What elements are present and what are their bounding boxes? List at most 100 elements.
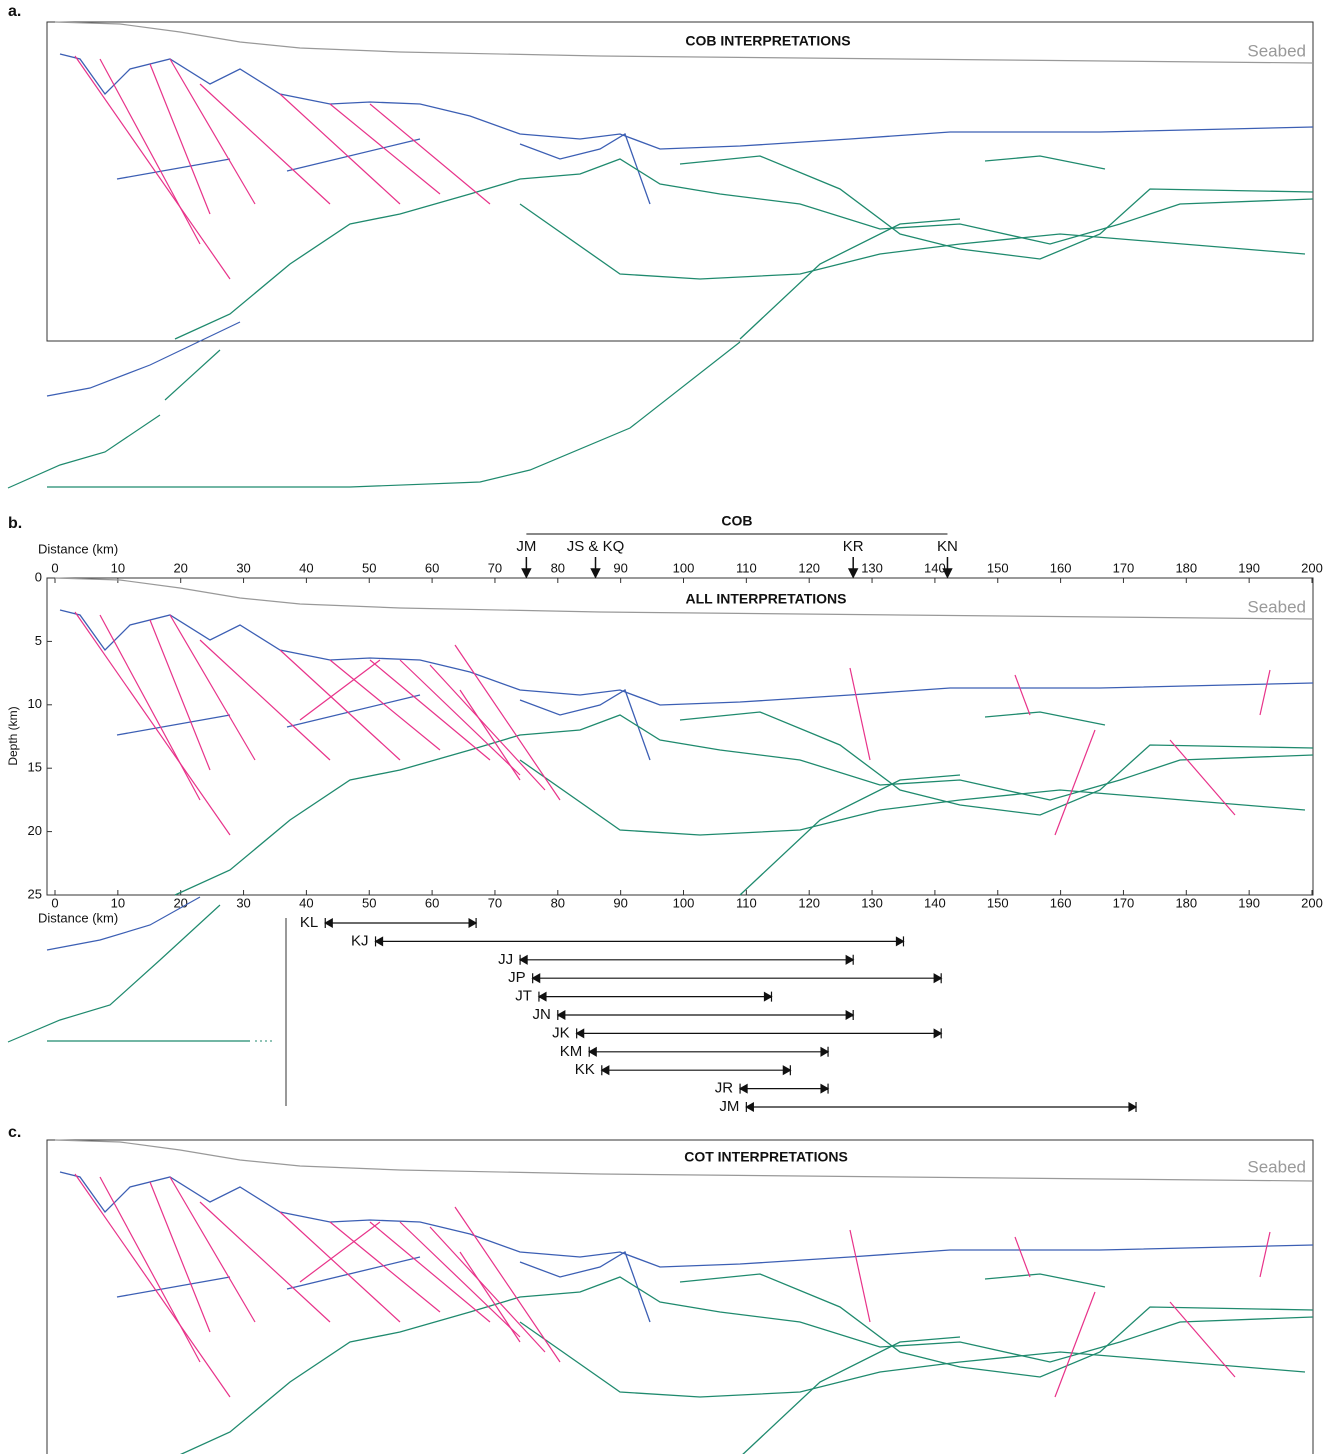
interpretation-line bbox=[286, 694, 421, 728]
range-label: JP bbox=[508, 969, 526, 986]
range-label: KK bbox=[575, 1061, 595, 1078]
x-tick-label: 180 bbox=[1175, 560, 1197, 575]
fault-line bbox=[169, 614, 256, 761]
fault-line bbox=[169, 58, 256, 205]
fault-line bbox=[454, 1206, 561, 1363]
range-label: JR bbox=[715, 1080, 734, 1097]
range-bar bbox=[531, 973, 943, 984]
x-tick-label: 50 bbox=[362, 895, 376, 910]
x-tick-label: 200 bbox=[1301, 560, 1323, 575]
outside-line bbox=[7, 904, 221, 1043]
y-tick-label: 10 bbox=[28, 696, 42, 711]
fault-line bbox=[1169, 739, 1236, 816]
x-tick-label: 120 bbox=[798, 895, 820, 910]
seabed-line bbox=[54, 1139, 1314, 1182]
range-label: KJ bbox=[351, 932, 369, 949]
x-tick-label: 140 bbox=[924, 560, 946, 575]
fault-line bbox=[1014, 1236, 1031, 1278]
marker-arrow bbox=[590, 557, 601, 579]
fault-line bbox=[849, 1229, 871, 1323]
x-tick-label: 180 bbox=[1175, 895, 1197, 910]
x-tick-label: 190 bbox=[1238, 895, 1260, 910]
x-tick-label: 80 bbox=[551, 560, 565, 575]
fault-line bbox=[299, 659, 381, 721]
fault-line bbox=[199, 639, 331, 761]
x-tick-label: 90 bbox=[613, 895, 627, 910]
fault-line bbox=[369, 659, 491, 761]
panel-label: b. bbox=[8, 515, 22, 532]
panel-title: COT INTERPRETATIONS bbox=[684, 1149, 848, 1165]
interpretation-line bbox=[59, 53, 1314, 150]
interpretation-line bbox=[59, 609, 1314, 706]
panel-title: COB INTERPRETATIONS bbox=[685, 33, 850, 49]
fault-line bbox=[1259, 1231, 1271, 1278]
fault-line bbox=[99, 614, 201, 801]
fault-line bbox=[149, 63, 211, 215]
interpretation-line bbox=[984, 711, 1106, 726]
x-tick-label: 0 bbox=[51, 895, 58, 910]
interpretation-line bbox=[116, 714, 231, 736]
fault-line bbox=[369, 1221, 491, 1323]
x-tick-label: 100 bbox=[673, 895, 695, 910]
x-tick-label: 100 bbox=[673, 560, 695, 575]
marker-arrow bbox=[942, 557, 953, 579]
interpretation-line bbox=[116, 1276, 231, 1298]
range-label: JK bbox=[552, 1024, 570, 1041]
interpretation-line bbox=[116, 158, 231, 180]
fault-line bbox=[1259, 669, 1271, 716]
panel-label: c. bbox=[8, 1124, 21, 1141]
x-tick-label: 30 bbox=[236, 895, 250, 910]
fault-line bbox=[399, 1221, 521, 1338]
x-tick-label: 120 bbox=[798, 560, 820, 575]
interpretation-line bbox=[742, 1336, 961, 1454]
fault-line bbox=[329, 1221, 441, 1313]
fault-line bbox=[149, 619, 211, 771]
interpretation-line bbox=[519, 759, 1306, 836]
fault-line bbox=[279, 93, 401, 205]
fault-line bbox=[399, 659, 521, 776]
x-tick-label: 60 bbox=[425, 895, 439, 910]
fault-line bbox=[279, 649, 401, 761]
panel-label: a. bbox=[8, 3, 21, 20]
fault-line bbox=[99, 1176, 201, 1363]
fault-line bbox=[279, 1211, 401, 1323]
range-bar bbox=[518, 954, 855, 965]
x-axis-label: Distance (km) bbox=[38, 541, 118, 556]
x-tick-label: 40 bbox=[299, 560, 313, 575]
interpretation-line bbox=[286, 1256, 421, 1290]
x-tick-label: 10 bbox=[111, 895, 125, 910]
x-tick-label: 80 bbox=[551, 895, 565, 910]
y-tick-label: 20 bbox=[28, 823, 42, 838]
outside-line bbox=[164, 349, 221, 401]
x-tick-label: 50 bbox=[362, 560, 376, 575]
interpretation-line bbox=[174, 158, 1314, 340]
fault-line bbox=[429, 664, 546, 791]
interpretation-line bbox=[679, 711, 1314, 816]
interpretation-line bbox=[984, 1273, 1106, 1288]
x-tick-label: 60 bbox=[425, 560, 439, 575]
fault-line bbox=[849, 667, 871, 761]
seabed-line bbox=[54, 577, 1314, 620]
x-tick-label: 70 bbox=[488, 895, 502, 910]
seabed-label: Seabed bbox=[1247, 41, 1306, 60]
panel-frame bbox=[46, 577, 1314, 896]
fault-line bbox=[329, 659, 441, 751]
seabed-line bbox=[54, 21, 1314, 64]
x-tick-label: 130 bbox=[861, 560, 883, 575]
x-tick-label: 130 bbox=[861, 895, 883, 910]
panel-frame bbox=[46, 21, 1314, 342]
range-bar bbox=[556, 1009, 855, 1021]
range-bar bbox=[324, 917, 478, 929]
interpretation-line bbox=[59, 1171, 1314, 1268]
interpretation-line bbox=[519, 1321, 1306, 1398]
fault-line bbox=[369, 103, 491, 205]
x-tick-label: 160 bbox=[1050, 560, 1072, 575]
panel-title: ALL INTERPRETATIONS bbox=[686, 591, 847, 607]
interpretation-line bbox=[286, 138, 421, 172]
fault-line bbox=[199, 1201, 331, 1323]
interpretation-line bbox=[519, 1251, 651, 1323]
marker-arrow bbox=[847, 557, 859, 579]
range-bar bbox=[600, 1065, 792, 1076]
x-axis-label: Distance (km) bbox=[38, 910, 118, 925]
fault-line bbox=[459, 1251, 521, 1343]
